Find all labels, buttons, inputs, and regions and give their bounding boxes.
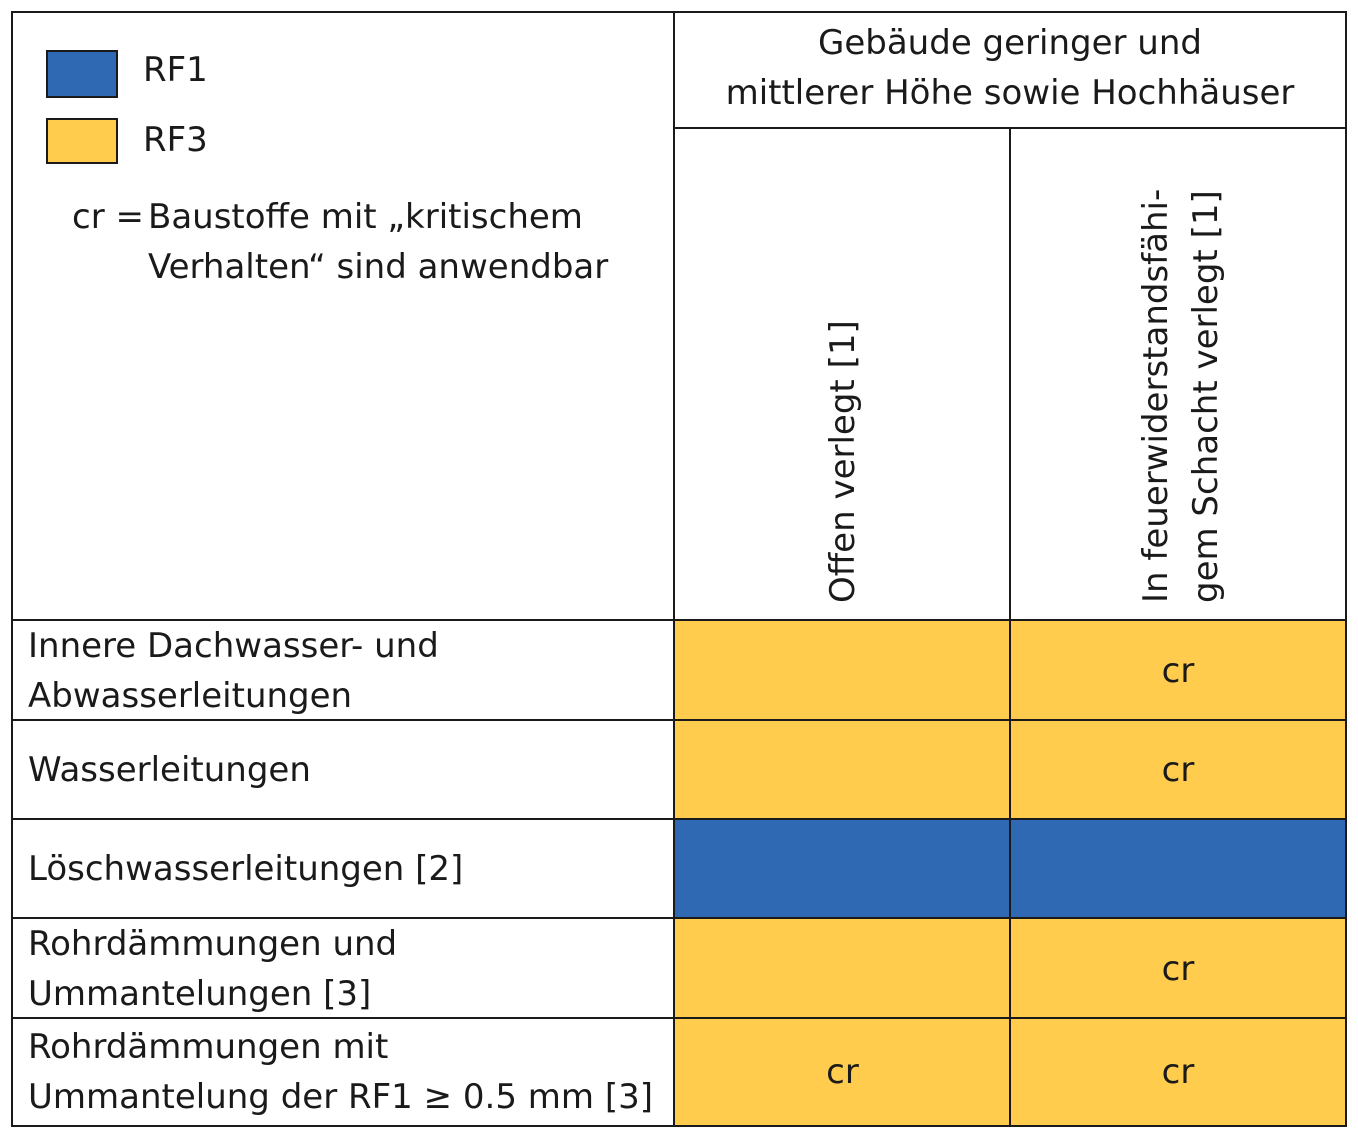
row4-label: Rohrdämmungen und Ummantelungen [3]: [28, 919, 397, 1018]
row-divider-2: [11, 818, 1347, 820]
row1-label: Innere Dachwasser- und Abwasserleitungen: [28, 621, 439, 720]
table-border-top: [11, 11, 1347, 13]
header-group-line2: mittlerer Höhe sowie Hochhäuser: [725, 73, 1295, 113]
header-group-divider: [673, 127, 1347, 129]
column-divider-1: [673, 11, 675, 1127]
row1-col1-cell: [675, 621, 1010, 720]
legend-swatch-rf3: [46, 118, 118, 164]
row5-col1-cell: cr: [675, 1019, 1010, 1125]
row4-label-line1: Rohrdämmungen und: [28, 923, 398, 964]
row4-col1-cell: [675, 919, 1010, 1018]
row3-label: Löschwasserleitungen [2]: [28, 820, 463, 918]
header-group-title: Gebäude geringer und mittlerer Höhe sowi…: [675, 18, 1345, 118]
row2-col1-cell: [675, 721, 1010, 819]
row3-label-line1: Löschwasserleitungen [2]: [28, 849, 464, 889]
row3-col1-cell: [675, 820, 1010, 918]
row2-label-line1: Wasserleitungen: [28, 750, 311, 790]
column-divider-2: [1009, 128, 1011, 1127]
row2-label: Wasserleitungen: [28, 721, 311, 819]
row1-label-line2: Abwasserleitungen: [28, 675, 353, 716]
legend-label-rf1: RF1: [143, 50, 208, 90]
legend-swatch-rf1: [46, 50, 118, 98]
row-divider-3: [11, 917, 1347, 919]
row-divider-4: [11, 1017, 1347, 1019]
row4-label-line2: Ummantelungen [3]: [28, 973, 372, 1014]
header-col1-label: Offen verlegt [1]: [823, 320, 863, 603]
legend-label-rf3: RF3: [143, 120, 208, 160]
row5-label-line2: Ummantelung der RF1 ≥ 0.5 mm [3]: [28, 1077, 653, 1117]
table-border-left: [11, 11, 13, 1127]
row4-col2-cell: cr: [1011, 919, 1345, 1018]
legend-note-line1: Baustoffe mit „kritischem: [148, 197, 583, 237]
row2-col2-cell: cr: [1011, 721, 1345, 819]
table-border-bottom: [11, 1125, 1347, 1127]
legend-note-key: cr =: [72, 197, 144, 237]
header-group-line1: Gebäude geringer und: [818, 23, 1202, 63]
row5-col2-cell: cr: [1011, 1019, 1345, 1125]
header-col2-label-line1: In feuerwiderstandsfähi-: [1136, 188, 1176, 603]
row-divider-1: [11, 719, 1347, 721]
row5-label: Rohrdämmungen mit Ummantelung der RF1 ≥ …: [28, 1019, 653, 1125]
row1-label-line1: Innere Dachwasser- und: [28, 625, 439, 666]
row5-label-line1: Rohrdämmungen mit: [28, 1027, 389, 1067]
row3-col2-cell: [1011, 820, 1345, 918]
row-divider-header: [11, 619, 1347, 621]
table-border-right: [1345, 11, 1347, 1127]
row1-col2-cell: cr: [1011, 621, 1345, 720]
legend-note-line2: Verhalten“ sind anwendbar: [148, 247, 609, 287]
header-col2-label-line2: gem Schacht verlegt [1]: [1186, 190, 1226, 603]
